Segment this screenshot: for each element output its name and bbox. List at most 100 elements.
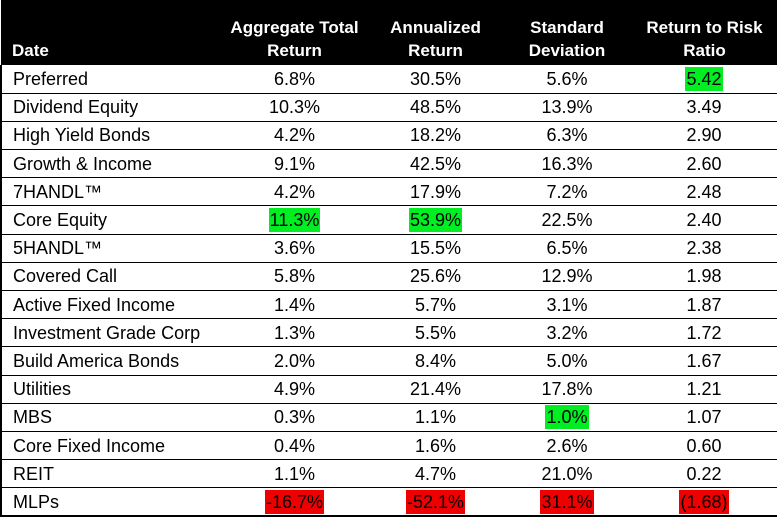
cell-annualized: 42.5% (368, 149, 503, 179)
row-name: Utilities (0, 375, 221, 404)
highlight-worst-stddev: 31.1% (540, 489, 594, 514)
cell-stddev: 22.5% (503, 205, 631, 235)
cell-ratio: (1.68) (631, 487, 777, 518)
row-name: MLPs (0, 487, 221, 518)
cell-stddev: 31.1% (503, 487, 631, 518)
cell-aggregate: 0.3% (221, 403, 368, 432)
table-row: Active Fixed Income 1.4% 5.7% 3.1% 1.87 (0, 290, 777, 320)
row-name: REIT (0, 459, 221, 489)
cell-ratio: 2.40 (631, 205, 777, 235)
cell-annualized: 30.5% (368, 65, 503, 94)
cell-annualized: 5.5% (368, 318, 503, 348)
cell-ratio: 2.60 (631, 149, 777, 179)
cell-annualized: 25.6% (368, 262, 503, 292)
row-name: Preferred (0, 65, 221, 94)
cell-stddev: 1.0% (503, 403, 631, 432)
header-row: Date Aggregate Total Return Annualized Ret… (1, 0, 777, 65)
row-name: 7HANDL™ (0, 177, 221, 207)
cell-aggregate: 10.3% (221, 93, 368, 122)
row-name: Core Equity (0, 205, 221, 235)
cell-ratio: 1.87 (631, 290, 777, 320)
cell-aggregate: 6.8% (221, 65, 368, 94)
cell-stddev: 13.9% (503, 93, 631, 122)
table-row: MLPs -16.7% -52.1% 31.1% (1.68) (0, 487, 777, 518)
table-row: Preferred 6.8% 30.5% 5.6% 5.42 (0, 65, 777, 94)
cell-ratio: 2.38 (631, 234, 777, 263)
row-name: Covered Call (0, 262, 221, 292)
cell-ratio: 5.42 (631, 65, 777, 94)
row-name: Active Fixed Income (0, 290, 221, 320)
cell-stddev: 16.3% (503, 149, 631, 179)
cell-aggregate: -16.7% (221, 487, 368, 518)
header-return-risk-ratio: Return to Risk Ratio (631, 0, 777, 65)
table-row: MBS 0.3% 1.1% 1.0% 1.07 (0, 403, 777, 432)
cell-ratio: 0.60 (631, 431, 777, 461)
header-standard-deviation: Standard Deviation (503, 0, 631, 65)
highlight-best-aggregate: 11.3% (268, 208, 321, 233)
cell-ratio: 1.98 (631, 262, 777, 292)
table-row: Core Equity 11.3% 53.9% 22.5% 2.40 (0, 205, 777, 235)
cell-stddev: 3.1% (503, 290, 631, 320)
cell-annualized: 4.7% (368, 459, 503, 489)
row-name: Build America Bonds (0, 346, 221, 376)
row-name: 5HANDL™ (0, 234, 221, 263)
cell-aggregate: 11.3% (221, 205, 368, 235)
cell-ratio: 2.90 (631, 121, 777, 151)
cell-annualized: 8.4% (368, 346, 503, 376)
cell-stddev: 2.6% (503, 431, 631, 461)
highlight-worst-aggregate: -16.7% (264, 489, 325, 514)
cell-stddev: 6.5% (503, 234, 631, 263)
cell-stddev: 5.0% (503, 346, 631, 376)
row-name: MBS (0, 403, 221, 432)
table-row: 5HANDL™ 3.6% 15.5% 6.5% 2.38 (0, 234, 777, 263)
header-annualized-return: Annualized Return (368, 0, 503, 65)
cell-annualized: 17.9% (368, 177, 503, 207)
cell-aggregate: 4.2% (221, 177, 368, 207)
cell-ratio: 0.22 (631, 459, 777, 489)
table-row: Investment Grade Corp 1.3% 5.5% 3.2% 1.7… (0, 318, 777, 348)
highlight-best-ratio: 5.42 (685, 66, 723, 91)
cell-aggregate: 1.1% (221, 459, 368, 489)
cell-aggregate: 2.0% (221, 346, 368, 376)
cell-stddev: 21.0% (503, 459, 631, 489)
cell-stddev: 17.8% (503, 375, 631, 404)
cell-ratio: 2.48 (631, 177, 777, 207)
highlight-best-annualized: 53.9% (408, 208, 463, 233)
cell-annualized: 1.6% (368, 431, 503, 461)
cell-annualized: 53.9% (368, 205, 503, 235)
cell-annualized: 1.1% (368, 403, 503, 432)
table-row: Utilities 4.9% 21.4% 17.8% 1.21 (0, 375, 777, 404)
row-name: Growth & Income (0, 149, 221, 179)
table-row: 7HANDL™ 4.2% 17.9% 7.2% 2.48 (0, 177, 777, 207)
table-row: Dividend Equity 10.3% 48.5% 13.9% 3.49 (0, 93, 777, 122)
cell-annualized: -52.1% (368, 487, 503, 518)
cell-aggregate: 4.2% (221, 121, 368, 151)
cell-stddev: 12.9% (503, 262, 631, 292)
cell-ratio: 1.67 (631, 346, 777, 376)
table-row: High Yield Bonds 4.2% 18.2% 6.3% 2.90 (0, 121, 777, 151)
cell-stddev: 6.3% (503, 121, 631, 151)
cell-aggregate: 5.8% (221, 262, 368, 292)
table-row: Growth & Income 9.1% 42.5% 16.3% 2.60 (0, 149, 777, 179)
cell-aggregate: 0.4% (221, 431, 368, 461)
table-row: Core Fixed Income 0.4% 1.6% 2.6% 0.60 (0, 431, 777, 461)
cell-aggregate: 9.1% (221, 149, 368, 179)
table-row: Covered Call 5.8% 25.6% 12.9% 1.98 (0, 262, 777, 292)
cell-aggregate: 1.4% (221, 290, 368, 320)
row-name: Core Fixed Income (0, 431, 221, 461)
cell-annualized: 15.5% (368, 234, 503, 263)
cell-annualized: 48.5% (368, 93, 503, 122)
cell-aggregate: 3.6% (221, 234, 368, 263)
header-date: Date (1, 0, 221, 65)
highlight-worst-annualized: -52.1% (405, 489, 466, 514)
cell-ratio: 1.72 (631, 318, 777, 348)
cell-annualized: 21.4% (368, 375, 503, 404)
table-header: Date Aggregate Total Return Annualized Ret… (1, 0, 777, 65)
cell-ratio: 1.21 (631, 375, 777, 404)
row-name: Dividend Equity (0, 93, 221, 122)
table-row: Build America Bonds 2.0% 8.4% 5.0% 1.67 (0, 346, 777, 376)
header-aggregate-return: Aggregate Total Return (221, 0, 368, 65)
table-body: Preferred 6.8% 30.5% 5.6% 5.42 Dividend … (0, 65, 777, 518)
